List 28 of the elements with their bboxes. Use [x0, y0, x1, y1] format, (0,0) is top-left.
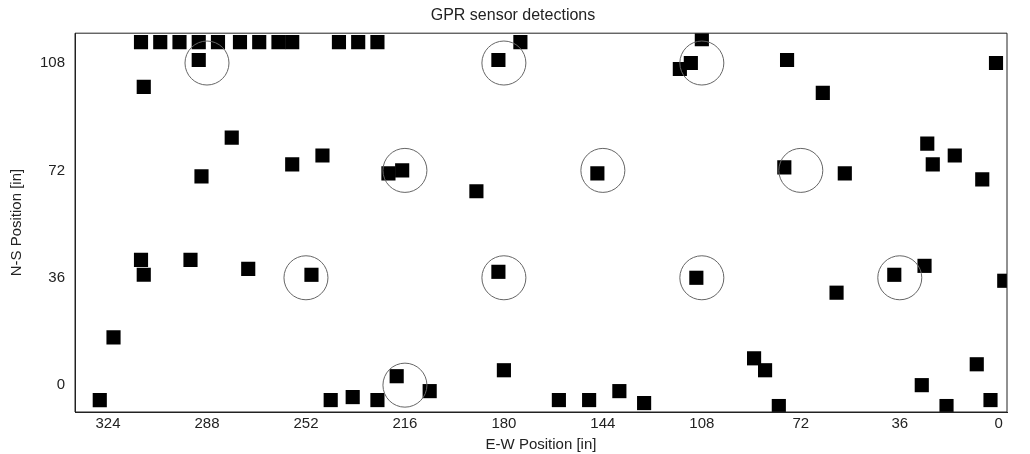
x-tick-label: 108: [689, 414, 715, 432]
x-tick-label: 180: [491, 414, 517, 432]
point: [382, 362, 428, 408]
x-tick-label: 36: [891, 414, 909, 432]
x-tick-label: 216: [392, 414, 418, 432]
chart-title: GPR sensor detections: [430, 6, 596, 24]
x-tick-label: 0: [994, 414, 1003, 432]
point: [778, 147, 824, 193]
point: [580, 147, 626, 193]
point: [481, 40, 527, 86]
x-tick-label: 72: [792, 414, 810, 432]
point: [382, 147, 428, 193]
point: [679, 40, 725, 86]
y-tick-label: 0: [56, 375, 66, 393]
x-tick-label: 288: [194, 414, 220, 432]
point: [679, 255, 725, 301]
y-axis-title: N-S Position [in]: [7, 168, 25, 277]
y-tick-label: 108: [40, 53, 66, 71]
x-axis-title: E-W Position [in]: [485, 435, 597, 453]
y-tick-label: 72: [48, 160, 66, 178]
point: [877, 255, 923, 301]
point: [184, 40, 230, 86]
x-tick-label: 252: [293, 414, 319, 432]
point: [283, 255, 329, 301]
point: [481, 255, 527, 301]
x-tick-label: 144: [590, 414, 616, 432]
x-tick-label: 324: [95, 414, 121, 432]
y-tick-label: 36: [48, 267, 66, 285]
